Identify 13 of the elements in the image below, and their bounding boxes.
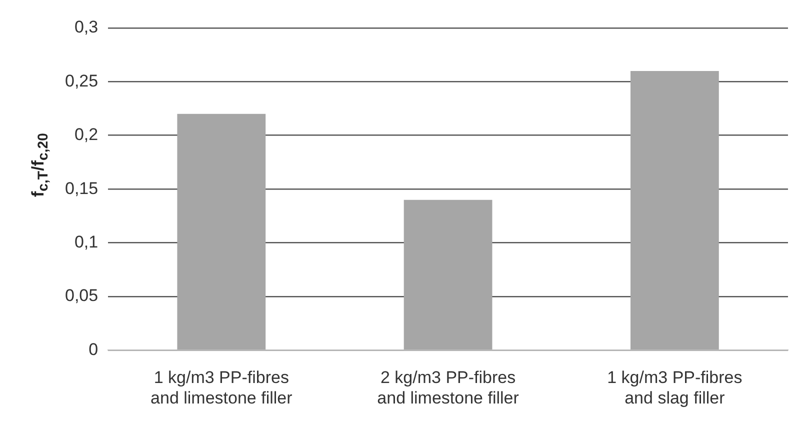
y-tick-label: 0,25 (64, 71, 98, 90)
bar (404, 200, 492, 350)
y-tick-label: 0,2 (74, 125, 98, 144)
y-tick-label: 0,05 (64, 286, 98, 306)
y-tick-label: 0,1 (74, 232, 98, 252)
x-tick-label: 1 kg/m3 PP-fibres and slag filler (607, 368, 742, 408)
bar (177, 114, 266, 350)
y-tick-label: 0,3 (74, 18, 98, 37)
x-tick-label: 1 kg/m3 PP-fibres and limestone filler (150, 368, 293, 408)
y-tick-label: 0,15 (64, 178, 98, 198)
x-tick-label: 2 kg/m3 PP-fibres and limestone filler (377, 368, 520, 408)
bar (630, 70, 719, 350)
y-tick-label: 0 (88, 340, 98, 359)
